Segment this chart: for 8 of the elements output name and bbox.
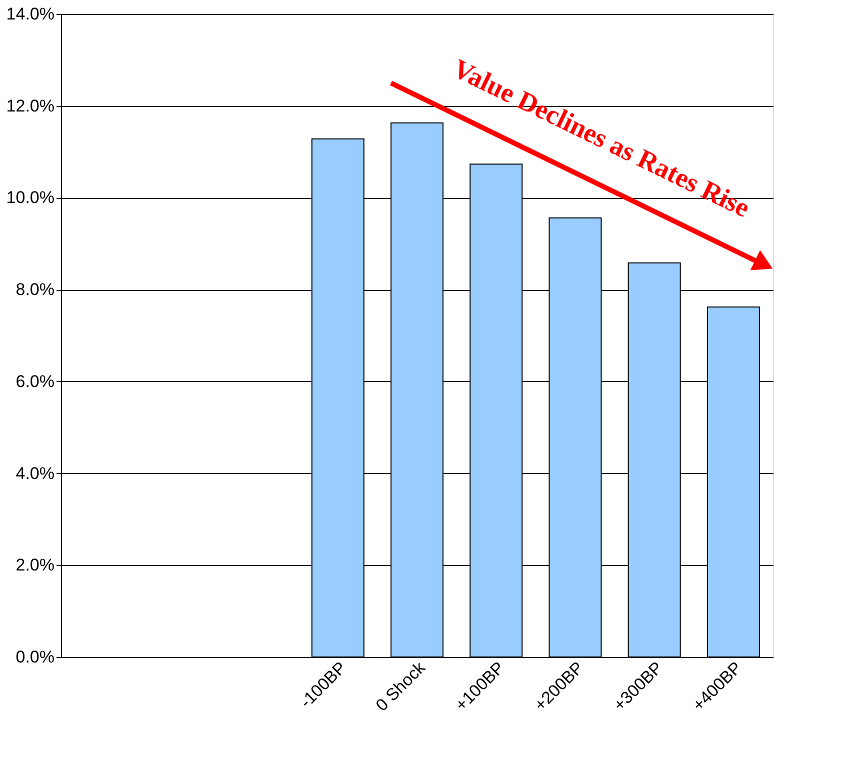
y-tick-label: 4.0% bbox=[16, 464, 54, 483]
y-tick-label: 0.0% bbox=[16, 648, 54, 666]
y-tick-label: 12.0% bbox=[6, 96, 54, 116]
y-tick-label: 2.0% bbox=[16, 556, 54, 575]
y-tick-label: 10.0% bbox=[6, 188, 54, 208]
y-tick-label: 6.0% bbox=[16, 372, 54, 391]
y-tick-label: 8.0% bbox=[16, 280, 54, 300]
y-tick-label: 14.0% bbox=[6, 4, 54, 24]
